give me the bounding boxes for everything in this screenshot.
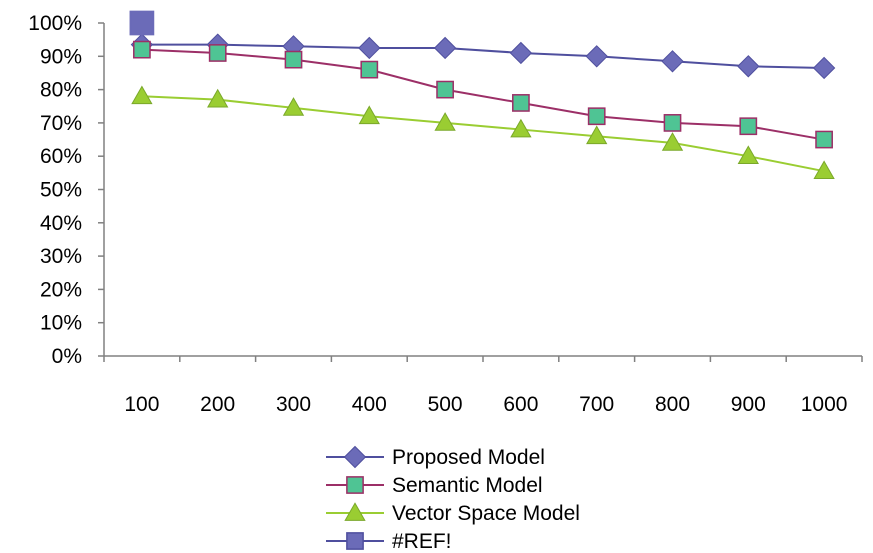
legend-label: Proposed Model: [392, 446, 545, 469]
data-point: [360, 60, 379, 79]
data-point: [436, 80, 454, 99]
series-line: [141, 95, 825, 173]
y-tick-label: 70%: [40, 112, 82, 135]
series-0: [130, 33, 836, 80]
y-tick-label: 10%: [40, 312, 82, 335]
chart-axes: [98, 22, 863, 362]
x-tick-label: 400: [352, 393, 387, 416]
data-point: [208, 44, 227, 62]
y-axis-tick-labels: 0% 10% 20% 30% 40% 50% 60% 70% 80% 90% 100%: [28, 12, 82, 368]
series-1: [133, 40, 833, 149]
y-tick-label: 80%: [40, 79, 82, 102]
legend-marker: [344, 502, 366, 521]
series-line: [141, 48, 825, 141]
y-tick-label: 100%: [28, 12, 82, 35]
legend-label: #REF!: [392, 530, 452, 553]
x-tick-label: 300: [276, 393, 311, 416]
x-tick-label: 1000: [801, 393, 848, 416]
data-point: [661, 50, 684, 73]
legend-marker: [346, 476, 364, 494]
data-point: [737, 55, 760, 78]
legend-entry: Semantic Model: [326, 474, 543, 497]
x-axis-tick-labels: 100 200 300 400 500 600 700 800 900 1000: [124, 393, 847, 416]
y-tick-label: 40%: [40, 212, 82, 235]
data-point: [358, 36, 381, 60]
y-tick-label: 60%: [40, 145, 82, 168]
data-point: [284, 50, 303, 69]
x-tick-label: 600: [503, 393, 538, 416]
data-point: [587, 107, 606, 126]
x-tick-label: 700: [579, 393, 614, 416]
x-tick-label: 800: [655, 393, 690, 416]
legend-entry: Proposed Model: [326, 445, 545, 469]
x-tick-label: 100: [124, 393, 159, 416]
data-point: [815, 130, 833, 149]
data-point: [129, 10, 155, 36]
x-tick-label: 500: [428, 393, 463, 416]
y-tick-label: 50%: [40, 179, 82, 202]
data-point: [737, 145, 759, 165]
data-point: [133, 40, 151, 59]
data-point: [586, 125, 608, 145]
data-point: [663, 114, 682, 132]
data-point: [585, 45, 608, 68]
legend-label: Vector Space Model: [392, 502, 580, 525]
data-point: [813, 160, 835, 180]
data-point: [434, 112, 456, 131]
legend-entry: Vector Space Model: [326, 502, 580, 525]
data-point: [282, 97, 305, 116]
data-point: [509, 41, 533, 65]
data-point: [512, 94, 530, 112]
series-2: [131, 85, 835, 180]
data-point: [433, 36, 457, 60]
y-tick-label: 20%: [40, 278, 82, 301]
legend-entry: #REF!: [326, 530, 452, 553]
y-tick-label: 90%: [40, 45, 82, 68]
data-point: [358, 105, 380, 125]
series-line: [141, 43, 825, 69]
series-layer: [129, 10, 836, 180]
y-tick-label: 30%: [40, 245, 82, 268]
legend: Proposed Model Semantic Model Vector Space…: [326, 445, 580, 553]
legend-label: Semantic Model: [392, 474, 543, 497]
data-point: [207, 88, 229, 108]
legend-marker: [343, 445, 367, 469]
data-point: [812, 56, 836, 80]
data-point: [510, 118, 532, 138]
legend-marker: [346, 532, 364, 550]
x-tick-label: 900: [731, 393, 766, 416]
x-tick-label: 200: [200, 393, 235, 416]
y-tick-label: 0%: [52, 345, 82, 368]
series-3: [129, 10, 155, 36]
data-point: [131, 85, 153, 105]
data-point: [661, 132, 684, 151]
data-point: [739, 117, 758, 136]
